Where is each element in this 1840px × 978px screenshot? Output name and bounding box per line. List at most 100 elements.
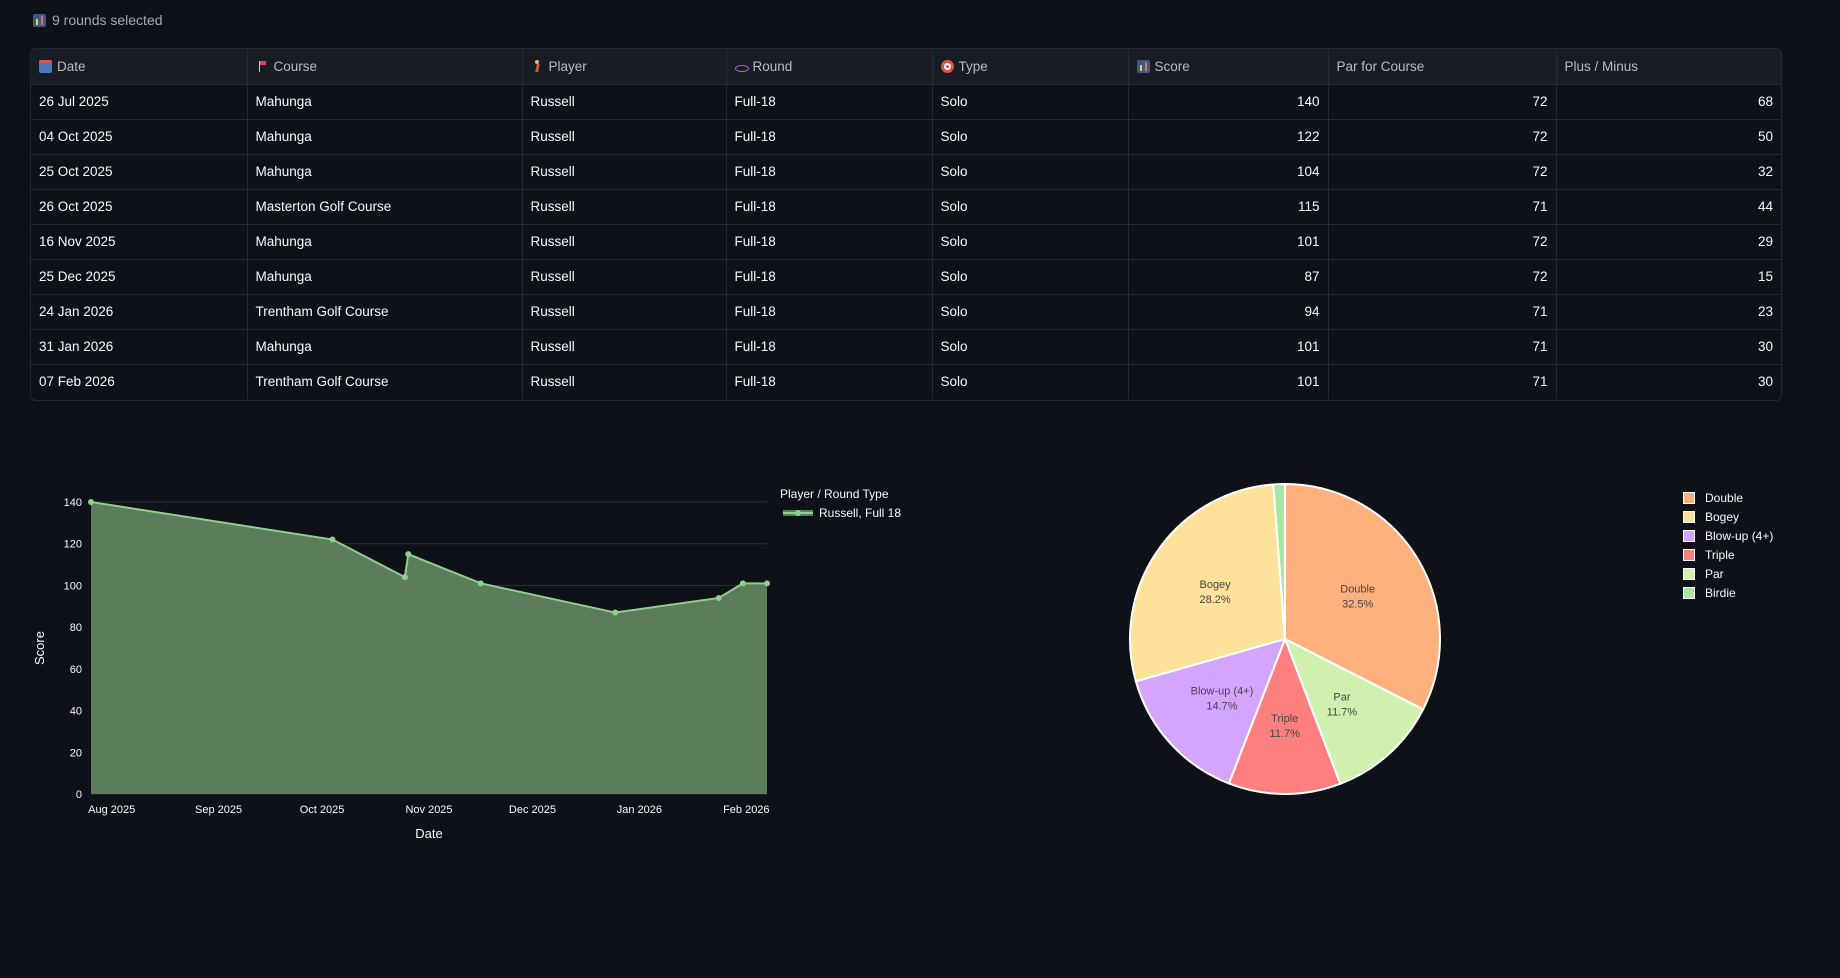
cell-round[interactable]: Full-18 — [726, 294, 933, 330]
cell-course[interactable]: Trentham Golf Course — [247, 364, 523, 399]
table-row[interactable]: 26 Oct 2025 Masterton Golf Course Russell F… — [31, 189, 1781, 225]
cell-score[interactable]: 101 — [1128, 364, 1329, 399]
cell-course[interactable]: Mahunga — [247, 259, 523, 295]
data-point[interactable] — [88, 499, 94, 505]
pie-legend-item[interactable]: Double — [1683, 488, 1773, 507]
cell-par[interactable]: 71 — [1328, 364, 1557, 399]
cell-score[interactable]: 101 — [1128, 224, 1329, 260]
table-row[interactable]: 16 Nov 2025 Mahunga Russell Full-18 Solo 101 7… — [31, 224, 1781, 260]
column-header-par[interactable]: Par for Course — [1328, 49, 1557, 85]
cell-course[interactable]: Mahunga — [247, 329, 523, 365]
data-point[interactable] — [739, 580, 746, 587]
cell-score[interactable]: 101 — [1128, 329, 1329, 365]
cell-par[interactable]: 72 — [1328, 259, 1557, 295]
data-point[interactable] — [715, 594, 722, 601]
cell-player[interactable]: Russell — [522, 84, 727, 120]
cell-plusminus[interactable]: 15 — [1556, 259, 1781, 295]
table-row[interactable]: 26 Jul 2025 Mahunga Russell Full-18 Solo 140 7… — [31, 84, 1781, 120]
pie-legend-item[interactable]: Par — [1683, 564, 1773, 583]
cell-plusminus[interactable]: 29 — [1556, 224, 1781, 260]
cell-par[interactable]: 72 — [1328, 119, 1557, 155]
cell-player[interactable]: Russell — [522, 189, 727, 225]
cell-par[interactable]: 72 — [1328, 84, 1557, 120]
score-area-chart[interactable]: 0 20 40 60 80 100 120 140 Aug 2025 Sep 2025 Oct 20… — [0, 470, 800, 870]
cell-type[interactable]: Solo — [932, 119, 1129, 155]
cell-par[interactable]: 72 — [1328, 154, 1557, 190]
cell-player[interactable]: Russell — [522, 259, 727, 295]
cell-course[interactable]: Mahunga — [247, 84, 523, 120]
cell-round[interactable]: Full-18 — [726, 224, 933, 260]
cell-date[interactable]: 16 Nov 2025 — [31, 224, 248, 260]
cell-plusminus[interactable]: 50 — [1556, 119, 1781, 155]
cell-date[interactable]: 31 Jan 2026 — [31, 329, 248, 365]
cell-type[interactable]: Solo — [932, 84, 1129, 120]
table-row[interactable]: 31 Jan 2026 Mahunga Russell Full-18 Solo 101 7… — [31, 329, 1781, 365]
pie-slice-par[interactable] — [1283, 636, 1425, 786]
cell-player[interactable]: Russell — [522, 154, 727, 190]
cell-date[interactable]: 25 Oct 2025 — [31, 154, 248, 190]
cell-plusminus[interactable]: 30 — [1757, 374, 1773, 390]
column-header-round[interactable]: Round — [726, 49, 933, 85]
pie-legend-item[interactable]: Birdie — [1683, 583, 1773, 602]
column-header-player[interactable]: Player — [522, 49, 727, 85]
cell-par[interactable]: 71 — [1328, 294, 1557, 330]
cell-plusminus[interactable]: 68 — [1556, 84, 1781, 120]
cell-course[interactable]: Trentham Golf Course — [247, 294, 523, 330]
cell-date[interactable]: 25 Dec 2025 — [31, 259, 248, 295]
cell-type[interactable]: Solo — [932, 294, 1129, 330]
cell-plusminus[interactable]: 23 — [1556, 294, 1781, 330]
column-header-score[interactable]: Score — [1128, 49, 1329, 85]
rounds-table[interactable]: Date Course Player Round Type Score Par for Co… — [30, 48, 1782, 401]
cell-date[interactable]: 26 Jul 2025 — [31, 84, 248, 120]
cell-score[interactable]: 115 — [1128, 189, 1329, 225]
cell-round[interactable]: Full-18 — [726, 84, 933, 120]
cell-plusminus[interactable]: 32 — [1556, 154, 1781, 190]
cell-type[interactable]: Solo — [932, 154, 1129, 190]
data-point[interactable] — [405, 551, 412, 558]
cell-type[interactable]: Solo — [932, 329, 1129, 365]
pie-slice-bogey[interactable] — [1129, 483, 1287, 683]
pie-slice-blow-up-4[interactable] — [1134, 637, 1287, 785]
data-point[interactable] — [401, 574, 408, 581]
cell-score[interactable]: 94 — [1128, 294, 1329, 330]
data-point[interactable] — [764, 580, 770, 587]
column-header-course[interactable]: Course — [247, 49, 523, 85]
cell-course[interactable]: Mahunga — [247, 119, 523, 155]
column-header-plusminus[interactable]: Plus / Minus — [1556, 49, 1781, 85]
table-row[interactable]: 07 Feb 2026 Trentham Golf Course Russell Fu… — [31, 364, 1781, 399]
column-header-date[interactable]: Date — [31, 49, 248, 85]
data-point[interactable] — [329, 536, 336, 543]
cell-date[interactable]: 07 Feb 2026 — [31, 364, 248, 399]
cell-par[interactable]: 72 — [1328, 224, 1557, 260]
cell-par[interactable]: 71 — [1328, 329, 1557, 365]
cell-course[interactable]: Masterton Golf Course — [247, 189, 523, 225]
cell-round[interactable]: Full-18 — [726, 154, 933, 190]
cell-type[interactable]: Solo — [932, 259, 1129, 295]
cell-player[interactable]: Russell — [522, 364, 727, 399]
table-row[interactable]: 04 Oct 2025 Mahunga Russell Full-18 Solo 122 7… — [31, 119, 1781, 155]
pie-slice-birdie[interactable] — [1272, 482, 1286, 640]
cell-round[interactable]: Full-18 — [726, 189, 933, 225]
cell-round[interactable]: Full-18 — [726, 329, 933, 365]
cell-date[interactable]: 26 Oct 2025 — [31, 189, 248, 225]
cell-type[interactable]: Solo — [932, 364, 1129, 399]
cell-type[interactable]: Solo — [932, 224, 1129, 260]
cell-player[interactable]: Russell — [522, 294, 727, 330]
data-point[interactable] — [612, 609, 619, 616]
pie-legend-item[interactable]: Triple — [1683, 545, 1773, 564]
column-header-type[interactable]: Type — [932, 49, 1129, 85]
table-row[interactable]: 25 Oct 2025 Mahunga Russell Full-18 Solo 104 7… — [31, 154, 1781, 190]
score-type-pie-chart[interactable]: Double 32.5% Par 11.7% Triple 11.7% Blow-up (4… — [1120, 470, 1460, 810]
cell-date[interactable]: 04 Oct 2025 — [31, 119, 248, 155]
pie-slice-double[interactable] — [1284, 482, 1441, 711]
pie-legend-item[interactable]: Bogey — [1683, 507, 1773, 526]
table-row[interactable]: 24 Jan 2026 Trentham Golf Course Russell Fu… — [31, 294, 1781, 330]
cell-score[interactable]: 122 — [1128, 119, 1329, 155]
cell-score[interactable]: 104 — [1128, 154, 1329, 190]
cell-plusminus[interactable]: 30 — [1556, 329, 1781, 365]
cell-score[interactable]: 87 — [1128, 259, 1329, 295]
cell-round[interactable]: Full-18 — [726, 259, 933, 295]
cell-par[interactable]: 71 — [1328, 189, 1557, 225]
cell-player[interactable]: Russell — [522, 329, 727, 365]
cell-score[interactable]: 140 — [1128, 84, 1329, 120]
